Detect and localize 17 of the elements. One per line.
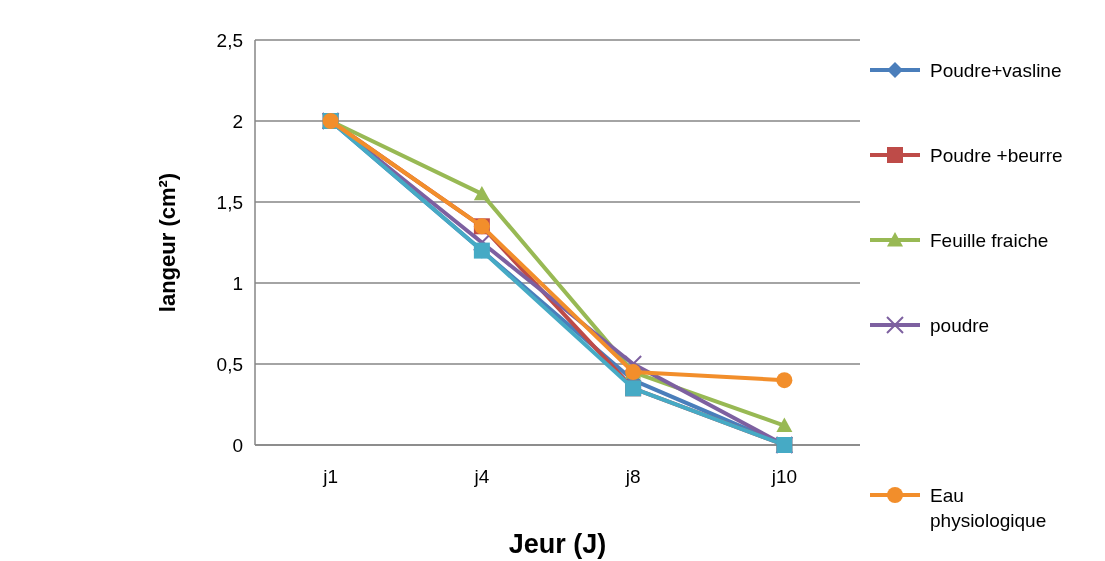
x-tick-label: j4 — [473, 466, 490, 487]
x-tick-label: j8 — [624, 466, 641, 487]
legend-label: Feuille fraiche — [930, 229, 1049, 251]
y-tick-label: 1 — [232, 272, 243, 294]
x-tick-label: j10 — [770, 466, 798, 487]
legend-label: Poudre+vasline — [930, 59, 1062, 81]
y-tick-label: 0 — [232, 434, 243, 456]
y-tick-label: 1,5 — [216, 191, 243, 213]
x-tick-label: j1 — [322, 466, 339, 487]
y-tick-label: 2,5 — [216, 29, 243, 51]
legend-label: Poudre +beurre — [930, 144, 1063, 166]
y-tick-label: 2 — [232, 110, 243, 132]
legend-label: Eau physiologique — [930, 484, 1047, 532]
y-axis-title: langeur (cm²) — [155, 172, 180, 313]
legend-label: poudre — [930, 314, 990, 336]
x-axis-title: Jeur (J) — [508, 529, 607, 559]
y-tick-label: 0,5 — [216, 353, 243, 375]
